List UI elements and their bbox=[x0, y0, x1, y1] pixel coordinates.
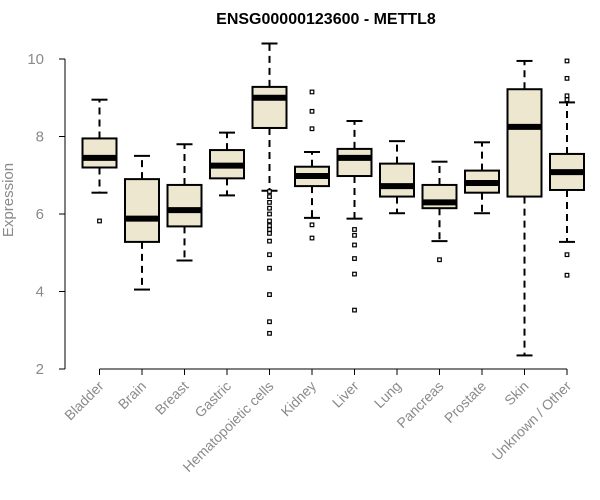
box-group bbox=[550, 59, 584, 277]
outlier-point bbox=[310, 236, 314, 240]
box-group bbox=[465, 142, 499, 213]
outlier-point bbox=[353, 308, 357, 312]
y-tick-label: 4 bbox=[36, 284, 44, 301]
x-tick-label: Kidney bbox=[278, 378, 320, 420]
outlier-point bbox=[268, 212, 272, 216]
box-group bbox=[380, 141, 414, 213]
outlier-point bbox=[268, 206, 272, 210]
x-tick-label: Breast bbox=[152, 378, 192, 418]
outlier-point bbox=[565, 98, 569, 102]
outlier-point bbox=[268, 190, 272, 194]
outlier-point bbox=[268, 201, 272, 205]
outlier-point bbox=[268, 320, 272, 324]
box-iqr bbox=[380, 164, 414, 197]
box-group bbox=[338, 121, 372, 312]
box-iqr bbox=[253, 87, 287, 128]
box-group bbox=[508, 61, 542, 356]
box-iqr bbox=[168, 185, 202, 226]
x-tick-label: Prostate bbox=[441, 378, 489, 426]
chart-title: ENSG00000123600 - METTL8 bbox=[216, 11, 436, 28]
x-tick-label: Unknown / Other bbox=[489, 378, 575, 464]
x-tick-label: Liver bbox=[329, 378, 362, 411]
outlier-point bbox=[310, 223, 314, 227]
outlier-point bbox=[565, 253, 569, 257]
y-tick-label: 2 bbox=[36, 361, 44, 378]
box-group bbox=[423, 162, 457, 262]
outlier-point bbox=[268, 332, 272, 336]
box-group bbox=[125, 156, 159, 290]
box-group bbox=[253, 44, 287, 336]
y-tick-label: 6 bbox=[36, 206, 44, 223]
y-tick-label: 8 bbox=[36, 129, 44, 146]
boxes-layer bbox=[83, 44, 585, 356]
outlier-point bbox=[310, 127, 314, 131]
box-group bbox=[295, 90, 329, 240]
box-iqr bbox=[83, 138, 117, 167]
outlier-point bbox=[310, 110, 314, 114]
x-tick-label: Bladder bbox=[61, 378, 107, 424]
box-group bbox=[83, 100, 117, 223]
box-iqr bbox=[338, 149, 372, 176]
y-axis: 2 4 6 8 10 bbox=[27, 51, 65, 378]
outlier-point bbox=[353, 272, 357, 276]
outlier-point bbox=[268, 253, 272, 257]
outlier-point bbox=[268, 232, 272, 236]
outlier-point bbox=[310, 90, 314, 94]
outlier-point bbox=[353, 234, 357, 238]
y-tick-label: 10 bbox=[27, 51, 44, 68]
outlier-point bbox=[353, 257, 357, 261]
outlier-point bbox=[353, 243, 357, 247]
outlier-point bbox=[268, 195, 272, 199]
x-axis: BladderBrainBreastGastricHematopoietic c… bbox=[61, 369, 574, 475]
x-tick-label: Brain bbox=[115, 378, 149, 412]
y-axis-label: Expression bbox=[0, 163, 17, 237]
box-group bbox=[210, 133, 244, 196]
box-iqr bbox=[508, 89, 542, 196]
outlier-point bbox=[353, 228, 357, 232]
outlier-point bbox=[268, 228, 272, 232]
outlier-point bbox=[268, 239, 272, 243]
x-tick-label: Lung bbox=[371, 378, 404, 411]
box-iqr bbox=[125, 179, 159, 242]
outlier-point bbox=[565, 77, 569, 81]
box-group bbox=[168, 144, 202, 260]
outlier-point bbox=[565, 59, 569, 63]
outlier-point bbox=[565, 273, 569, 277]
outlier-point bbox=[438, 258, 442, 262]
outlier-point bbox=[268, 266, 272, 270]
x-tick-label: Pancreas bbox=[393, 378, 446, 431]
outlier-point bbox=[268, 293, 272, 297]
outlier-point bbox=[268, 224, 272, 228]
boxplot-chart: ENSG00000123600 - METTL8 Expression 2 4 6 8… bbox=[0, 0, 600, 500]
outlier-point bbox=[98, 219, 102, 223]
outlier-point bbox=[565, 94, 569, 98]
x-tick-label: Skin bbox=[501, 378, 532, 409]
outlier-point bbox=[268, 219, 272, 223]
